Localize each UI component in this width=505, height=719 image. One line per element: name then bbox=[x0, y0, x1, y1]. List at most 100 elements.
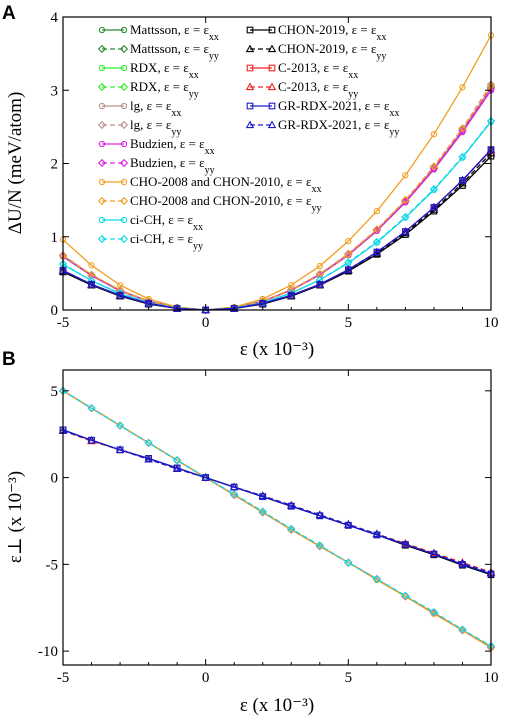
legend-marker bbox=[245, 120, 255, 129]
legend-label-subscript: yy bbox=[348, 89, 358, 100]
panel-b-data-point bbox=[372, 575, 381, 584]
panel-a-x-tick-label: 0 bbox=[202, 315, 210, 331]
panel-a-series-line bbox=[62, 152, 492, 311]
panel-a-data-point bbox=[344, 250, 353, 259]
panel-b-series-6-shallow-group bbox=[59, 426, 495, 579]
legend-item: lg, ε = εxx bbox=[98, 98, 181, 119]
panel-a-x-axis-label: ε (x 10⁻³) bbox=[240, 339, 314, 360]
panel-b-series-line bbox=[62, 430, 492, 574]
panel-a-x-tick-label: 10 bbox=[484, 315, 499, 331]
legend-item: RDX, ε = εyy bbox=[97, 79, 199, 100]
panel-b-data-point bbox=[344, 558, 353, 567]
panel-a-data-point bbox=[115, 290, 125, 299]
legend-label-subscript: xx bbox=[389, 108, 399, 119]
legend-label: CHO-2008 and CHON-2010, ε = εxx bbox=[130, 174, 321, 195]
panel-b-data-point bbox=[172, 464, 182, 473]
legend-marker bbox=[245, 44, 255, 53]
panel-a-series-line bbox=[62, 149, 492, 311]
legend-marker bbox=[119, 44, 129, 54]
legend-item: RDX, ε = εxx bbox=[98, 60, 199, 81]
panel-b-data-point bbox=[115, 445, 125, 453]
panel-a-series-line bbox=[62, 85, 492, 311]
panel-b-frame bbox=[62, 369, 492, 666]
legend-item: Mattsson, ε = εxx bbox=[98, 22, 219, 43]
legend-marker bbox=[120, 140, 128, 148]
legend-item: CHON-2019, ε = εyy bbox=[245, 41, 386, 62]
legend-label-subscript: xx bbox=[209, 32, 219, 43]
panel-b-data-point bbox=[401, 591, 410, 600]
panel-a-data-point bbox=[344, 265, 353, 273]
legend-marker bbox=[267, 82, 277, 91]
panel-a-data-point bbox=[429, 162, 439, 171]
legend-label-subscript: yy bbox=[311, 203, 321, 214]
panel-b-data-point bbox=[401, 539, 410, 548]
panel-b: B -5 0 5 10 -10 -5 0 5 ε (x 10⁻³) ε⊥ (x 10⁻³) bbox=[2, 349, 499, 716]
panel-a-data-point bbox=[372, 225, 381, 234]
legend-marker bbox=[98, 64, 106, 72]
panel-b-data-point bbox=[429, 607, 439, 617]
legend-marker bbox=[246, 64, 254, 72]
legend-marker bbox=[97, 44, 107, 54]
legend-item: GR-RDX-2021, ε = εyy bbox=[245, 117, 399, 138]
legend-item: C-2013, ε = εyy bbox=[245, 79, 358, 100]
legend-label-subscript: yy bbox=[209, 51, 219, 62]
panel-a-data-point bbox=[315, 275, 324, 285]
legend-label: Budzien, ε = εyy bbox=[130, 155, 215, 176]
panel-a-data-point bbox=[401, 196, 410, 205]
panel-b-data-point bbox=[201, 473, 210, 481]
panel-b-data-point bbox=[344, 519, 353, 528]
legend-marker bbox=[268, 26, 276, 34]
panel-b-y-tick-label: -10 bbox=[38, 644, 58, 660]
panel-b-x-tick-label: -5 bbox=[57, 670, 70, 686]
legend-marker bbox=[120, 216, 128, 224]
legend-marker bbox=[246, 102, 254, 110]
legend-item: Budzien, ε = εxx bbox=[98, 136, 215, 157]
legend-label-subscript: yy bbox=[389, 127, 399, 138]
panel-b-series bbox=[58, 386, 496, 652]
panel-a-y-tick-label: 0 bbox=[51, 303, 59, 319]
legend-label-subscript: yy bbox=[376, 51, 386, 62]
panel-b-series-5-steep-group bbox=[58, 386, 496, 650]
panel-b-series-9-shallow-group bbox=[58, 426, 496, 577]
legend-label: Mattsson, ε = εyy bbox=[130, 41, 219, 62]
panel-a-data-point bbox=[315, 279, 325, 288]
panel-b-y-tick-label: 5 bbox=[51, 384, 59, 400]
panel-a-data-point bbox=[345, 237, 352, 245]
panel-a-series-17-gr-rdx-2021-yy bbox=[58, 145, 496, 314]
panel-a-data-point bbox=[402, 172, 409, 179]
panel-b-data-point bbox=[87, 404, 96, 413]
panel-a-data-point bbox=[372, 237, 381, 246]
legend-marker bbox=[98, 140, 106, 148]
legend-label: GR-RDX-2021, ε = εyy bbox=[278, 117, 399, 138]
legend-label: CHON-2019, ε = εxx bbox=[278, 22, 386, 43]
panel-a-data-point bbox=[144, 298, 153, 307]
panel-b-x-tick-label: 0 bbox=[202, 670, 210, 686]
panel-b-data-point bbox=[173, 456, 182, 465]
panel-a-data-point bbox=[401, 212, 410, 222]
legend-marker bbox=[97, 234, 107, 244]
panel-a-x-tick-label: -5 bbox=[57, 315, 70, 331]
panel-b-series-4-steep-group bbox=[59, 387, 495, 651]
legend-label-subscript: xx bbox=[376, 32, 386, 43]
legend-item: Budzien, ε = εyy bbox=[97, 155, 215, 176]
panel-b-letter: B bbox=[2, 349, 16, 370]
panel-a-data-point bbox=[429, 202, 439, 211]
legend-label: lg, ε = εyy bbox=[130, 117, 181, 138]
panel-b-data-point bbox=[144, 438, 153, 447]
legend-marker bbox=[120, 64, 128, 72]
panel-b-x-tick-label: 5 bbox=[345, 670, 353, 686]
panel-a-data-point bbox=[287, 290, 296, 299]
legend-label: lg, ε = εxx bbox=[130, 98, 181, 119]
legend-label: C-2013, ε = εyy bbox=[278, 79, 358, 100]
panel-b-data-point bbox=[458, 625, 467, 634]
panel-b-data-point bbox=[115, 421, 125, 430]
legend-marker bbox=[120, 102, 128, 110]
panel-b-series-8-shallow-group bbox=[59, 426, 495, 578]
legend-label: C-2013, ε = εxx bbox=[278, 60, 358, 81]
panel-a-data-point bbox=[458, 124, 467, 133]
legend-marker bbox=[120, 26, 128, 34]
legend-marker bbox=[98, 26, 106, 34]
legend-label: ci-CH, ε = εyy bbox=[130, 231, 203, 252]
legend-item: CHO-2008 and CHON-2010, ε = εxx bbox=[98, 174, 321, 195]
